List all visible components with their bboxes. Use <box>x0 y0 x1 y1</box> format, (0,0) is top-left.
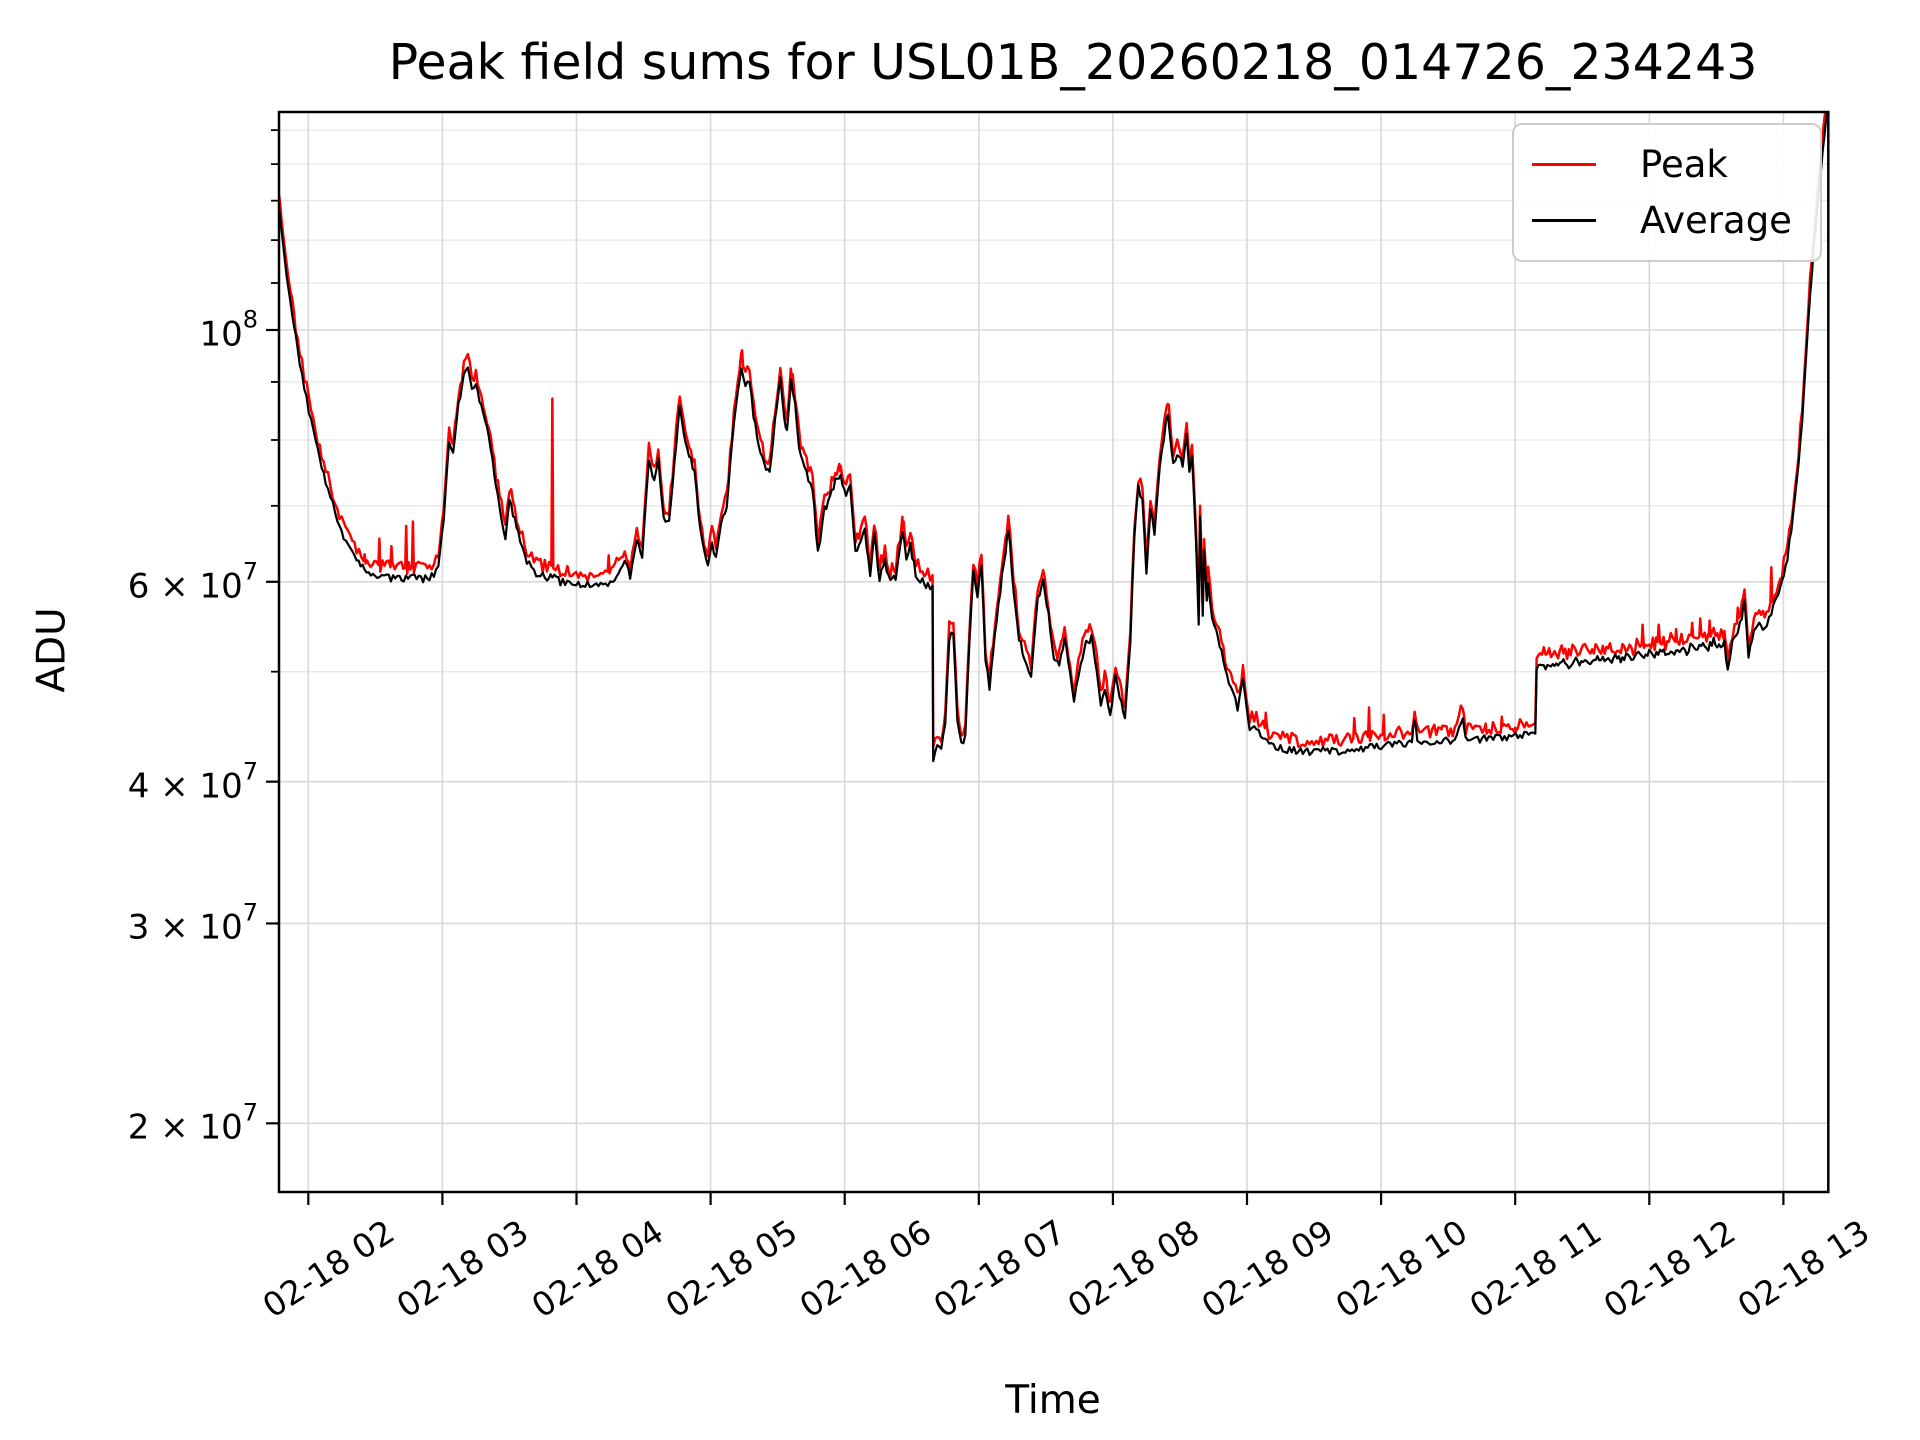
y-tick-label: 6 × 107 <box>127 557 258 607</box>
peak-line-swatch <box>1532 163 1596 167</box>
y-tick-label: 2 × 107 <box>127 1098 258 1148</box>
axis-ticks <box>266 129 1785 1205</box>
average-line-swatch <box>1532 218 1596 222</box>
legend-item-peak: Peak <box>1530 143 1804 186</box>
y-tick-label: 3 × 107 <box>127 898 258 948</box>
legend-item-average: Average <box>1530 199 1804 242</box>
legend-label-average: Average <box>1640 198 1792 242</box>
plot-frame <box>277 110 1830 1194</box>
y-tick-label: 4 × 107 <box>127 757 258 807</box>
series-lines <box>279 112 1829 763</box>
chart-title: Peak field sums for USL01B_20260218_0147… <box>388 34 1758 91</box>
peak-series-line <box>279 112 1827 749</box>
x-axis-label: Time <box>1005 1378 1101 1423</box>
y-axis-label: ADU <box>29 607 75 693</box>
y-tick-label: 108 <box>199 305 258 355</box>
legend-label-peak: Peak <box>1640 143 1728 187</box>
legend: Peak Average <box>1512 123 1822 262</box>
average-series-line <box>279 112 1829 763</box>
